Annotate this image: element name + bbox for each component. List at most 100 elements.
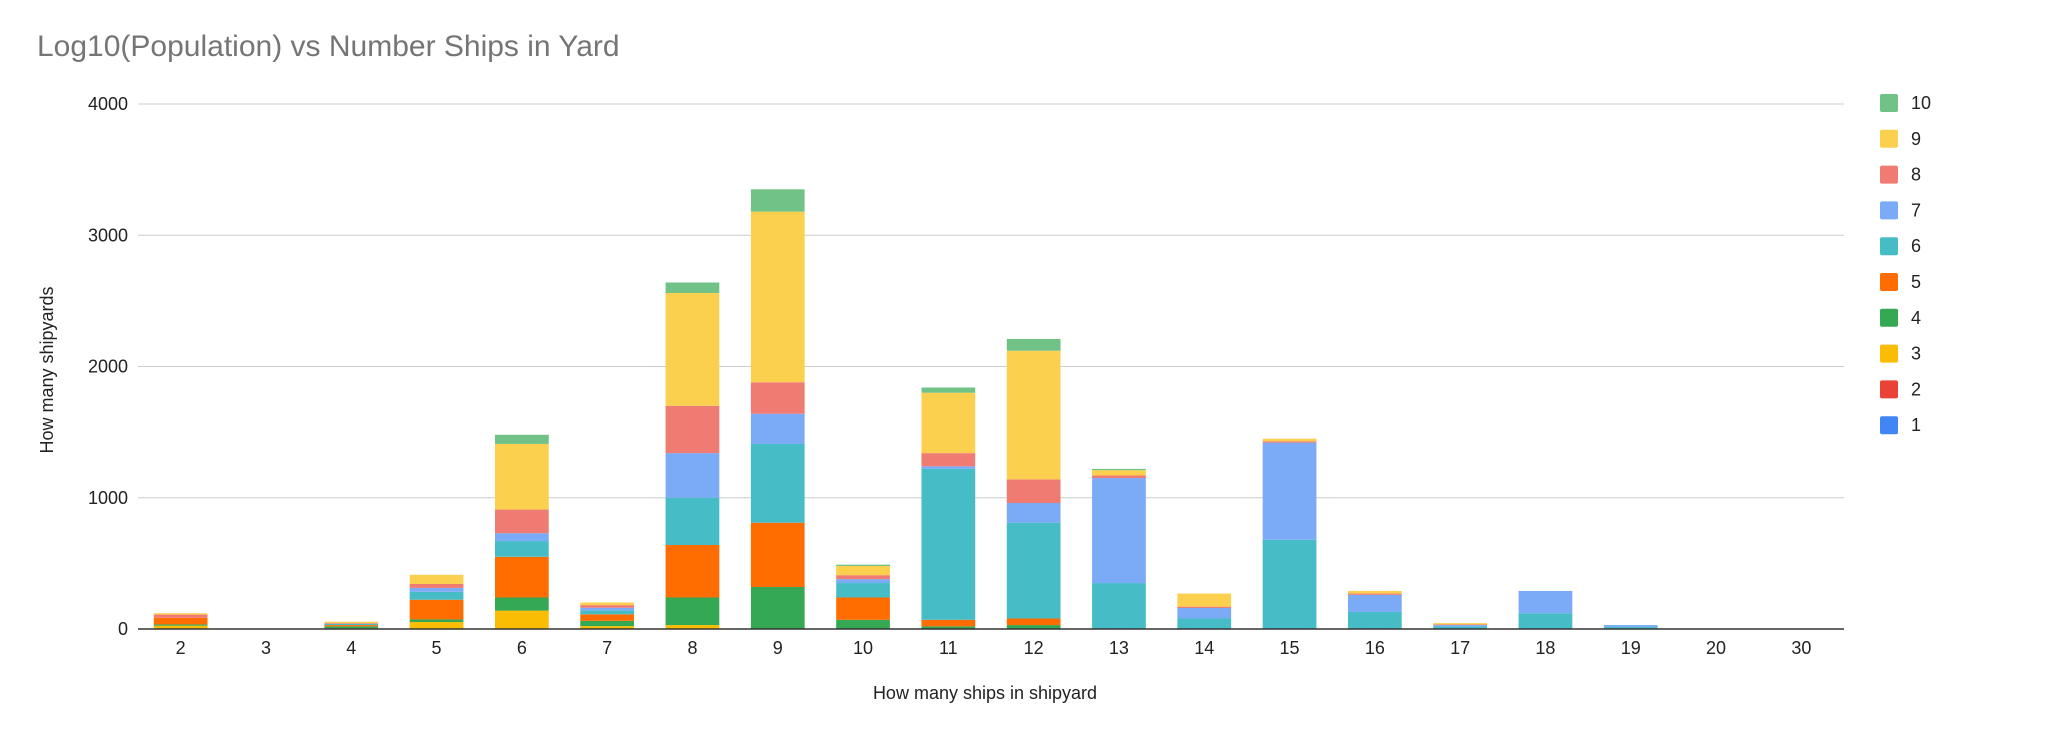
bar-segment-6-16 (1347, 611, 1402, 629)
legend-label-7: 7 (1911, 200, 1921, 220)
x-tick-label: 12 (1024, 638, 1044, 658)
bar-segment-9-9 (750, 211, 805, 383)
legend-swatch-9 (1880, 129, 1898, 148)
legend-label-4: 4 (1911, 308, 1921, 328)
bar-segment-7-13 (1092, 478, 1146, 584)
bar-segment-10-12 (1006, 338, 1061, 351)
legend-swatch-10 (1880, 94, 1898, 112)
bar-segment-10-6 (494, 434, 549, 444)
x-tick-label: 13 (1109, 638, 1129, 658)
bar-segment-4-11 (921, 626, 976, 629)
bar-segment-6-18 (1518, 613, 1573, 629)
legend: 10 9 8 7 6 5 4 3 2 1 (1880, 93, 1931, 435)
y-axis: 0 1000 2000 3000 4000 (88, 94, 128, 639)
x-tick-label: 19 (1621, 638, 1641, 658)
bar-segment-9-5 (409, 574, 464, 584)
y-tick-label: 1000 (88, 488, 128, 508)
x-tick-label: 17 (1450, 638, 1470, 658)
bar-segment-10-10 (836, 564, 890, 566)
x-tick-label: 4 (346, 638, 356, 658)
bar-segment-8-12 (1006, 479, 1061, 503)
legend-label-2: 2 (1911, 379, 1921, 399)
bar-segment-3-7 (580, 626, 635, 629)
x-tick-label: 30 (1791, 638, 1811, 658)
bar-segment-9-2 (153, 613, 208, 615)
bar-segment-7-9 (750, 413, 805, 444)
x-tick-label: 20 (1706, 638, 1726, 658)
x-tick-label: 11 (939, 638, 958, 658)
bar-segment-8-5 (409, 583, 464, 588)
bar-segment-10-11 (921, 387, 976, 393)
bar-segment-6-11 (921, 468, 976, 620)
legend-label-6: 6 (1911, 236, 1921, 256)
bar-segment-8-8 (665, 405, 720, 454)
legend-swatch-4 (1880, 308, 1898, 327)
bar-segment-8-7 (580, 605, 635, 608)
legend-label-10: 10 (1911, 93, 1931, 113)
bar-segment-6-14 (1177, 618, 1232, 629)
bar-segment-6-17 (1433, 626, 1488, 629)
bar-segment-9-15 (1262, 438, 1317, 442)
legend-swatch-5 (1880, 273, 1898, 291)
x-tick-label: 3 (261, 638, 271, 658)
bar-segment-4-4 (324, 626, 379, 629)
bar-segment-5-6 (494, 556, 549, 598)
y-tick-label: 3000 (88, 225, 128, 245)
bar-segment-6-10 (836, 583, 890, 598)
bar-segment-5-5 (409, 599, 464, 620)
x-tick-label: 2 (176, 638, 186, 658)
legend-label-1: 1 (1911, 415, 1921, 435)
bar-segment-9-14 (1177, 593, 1232, 607)
bar-segment-7-10 (836, 579, 890, 584)
y-tick-label: 2000 (88, 357, 128, 377)
x-tick-label: 7 (602, 638, 612, 658)
bar-segment-4-9 (750, 587, 805, 629)
bar-segment-4-12 (1006, 625, 1061, 629)
bar-segment-7-15 (1262, 442, 1317, 540)
bar-segment-8-2 (153, 614, 208, 618)
gridlines (138, 103, 1844, 499)
bar-segment-7-16 (1347, 594, 1402, 612)
bar-segment-6-9 (750, 443, 805, 523)
x-tick-label: 9 (773, 638, 783, 658)
legend-label-8: 8 (1911, 165, 1921, 185)
legend-swatch-2 (1880, 380, 1898, 399)
bar-segment-8-4 (324, 623, 379, 624)
bar-segment-10-13 (1092, 468, 1146, 471)
bar-segment-6-4 (324, 623, 379, 626)
bar-segment-6-12 (1006, 522, 1061, 619)
x-tick-label: 8 (687, 638, 697, 658)
bar-segment-3-8 (665, 625, 720, 629)
bar-segment-5-12 (1006, 618, 1061, 626)
bar-segment-4-2 (153, 624, 208, 626)
bar-segment-10-9 (750, 189, 805, 212)
bar-segment-7-11 (921, 466, 976, 469)
bar-segment-7-17 (1433, 625, 1488, 627)
bar-segment-5-11 (921, 619, 976, 627)
bar-segment-8-10 (836, 575, 890, 580)
bar-segment-7-19 (1603, 625, 1658, 628)
bar-segment-6-19 (1603, 627, 1658, 629)
legend-swatch-6 (1880, 237, 1898, 256)
bar-segment-4-10 (836, 619, 890, 629)
bar-segment-7-12 (1006, 503, 1061, 523)
legend-label-9: 9 (1911, 129, 1921, 149)
bar-segment-4-8 (665, 597, 720, 626)
bar-segment-9-16 (1347, 590, 1402, 594)
bar-segment-4-7 (580, 620, 635, 627)
bar-segment-8-14 (1177, 606, 1232, 608)
bar-segment-9-10 (836, 566, 890, 576)
bar-segment-9-8 (665, 293, 720, 406)
bar-segment-4-6 (494, 597, 549, 611)
bar-segment-8-17 (1433, 624, 1488, 626)
bar-segment-5-7 (580, 614, 635, 621)
legend-swatch-8 (1880, 165, 1898, 184)
y-tick-label: 0 (118, 619, 128, 639)
legend-swatch-1 (1880, 416, 1898, 435)
bar-segment-4-5 (409, 619, 464, 623)
x-tick-label: 14 (1194, 638, 1214, 658)
bar-segment-5-8 (665, 545, 720, 598)
bar-segment-9-11 (921, 392, 976, 454)
legend-swatch-7 (1880, 201, 1898, 220)
